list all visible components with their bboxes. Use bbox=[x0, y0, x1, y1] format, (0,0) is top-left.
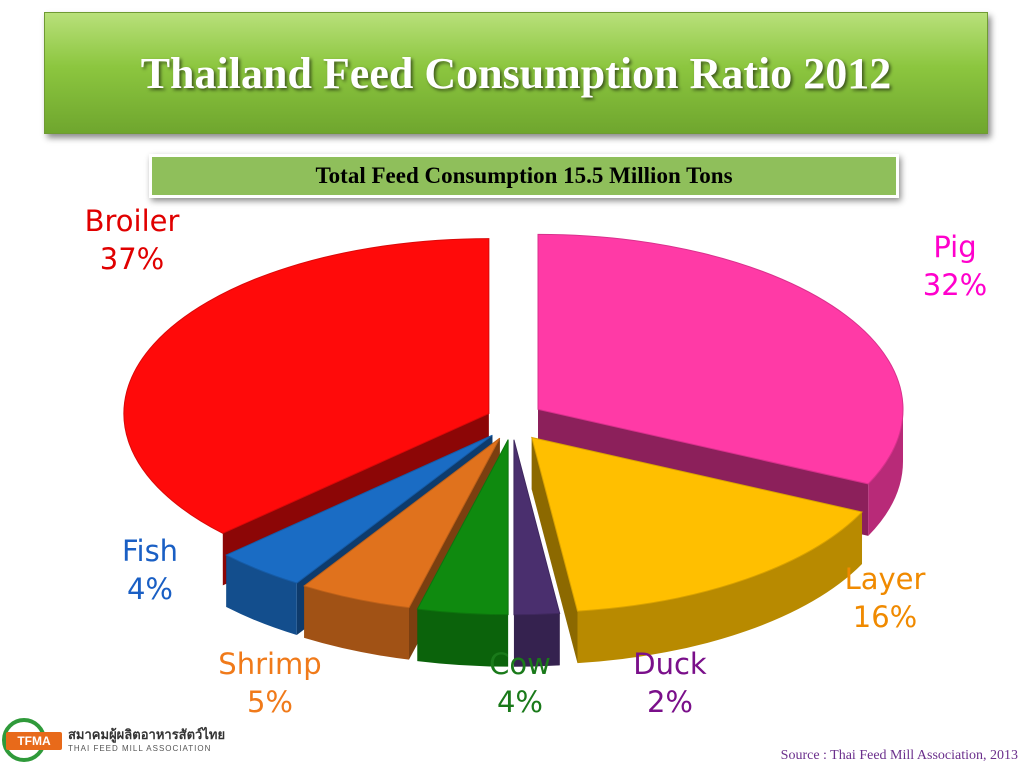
title-banner: Thailand Feed Consumption Ratio 2012 bbox=[44, 12, 988, 134]
slice-pig-top bbox=[537, 233, 904, 485]
label-duck-name: Duck bbox=[633, 647, 707, 681]
label-shrimp-pct: 5% bbox=[246, 685, 293, 719]
label-fish: Fish 4% bbox=[95, 532, 205, 608]
label-cow: Cow 4% bbox=[470, 645, 570, 721]
slice-layer-top bbox=[531, 436, 863, 612]
label-layer: Layer 16% bbox=[825, 560, 945, 636]
tfma-logo: TFMA สมาคมผู้ผลิตอาหารสัตว์ไทย THAI FEED… bbox=[2, 718, 242, 766]
slice-layer bbox=[531, 436, 863, 664]
slice-duck-rim-0 bbox=[513, 613, 560, 667]
subtitle-banner: Total Feed Consumption 15.5 Million Tons bbox=[149, 154, 899, 198]
label-cow-pct: 4% bbox=[496, 685, 543, 719]
label-pig-name: Pig bbox=[933, 230, 977, 264]
slice-broiler-top bbox=[123, 238, 490, 534]
slice-cow-top bbox=[416, 439, 509, 616]
label-duck: Duck 2% bbox=[615, 645, 725, 721]
chart-subtitle: Total Feed Consumption 15.5 Million Tons bbox=[315, 163, 733, 188]
slice-cow-rim-0 bbox=[417, 609, 509, 667]
logo-mark: TFMA bbox=[6, 732, 62, 750]
slice-duck-top bbox=[513, 439, 561, 616]
label-broiler-name: Broiler bbox=[84, 204, 180, 238]
slice-fish-top bbox=[225, 434, 493, 584]
label-broiler: Broiler 37% bbox=[72, 202, 192, 278]
label-duck-pct: 2% bbox=[646, 685, 693, 719]
label-shrimp: Shrimp 5% bbox=[200, 645, 340, 721]
slice-layer-wall-1 bbox=[531, 437, 578, 664]
label-fish-name: Fish bbox=[121, 534, 179, 568]
label-layer-name: Layer bbox=[844, 562, 926, 596]
label-broiler-pct: 37% bbox=[99, 242, 165, 276]
label-shrimp-name: Shrimp bbox=[218, 647, 322, 681]
source-note: Source : Thai Feed Mill Association, 201… bbox=[780, 748, 1018, 763]
slice-pig-rim-0 bbox=[868, 409, 904, 536]
slice-shrimp-top bbox=[303, 437, 501, 609]
label-cow-name: Cow bbox=[489, 647, 551, 681]
label-fish-pct: 4% bbox=[126, 572, 173, 606]
logo-thai-name: สมาคมผู้ผลิตอาหารสัตว์ไทย bbox=[68, 727, 226, 742]
logo-english-name: THAI FEED MILL ASSOCIATION bbox=[68, 744, 212, 753]
slice-duck bbox=[513, 439, 561, 667]
chart-title: Thailand Feed Consumption Ratio 2012 bbox=[140, 48, 892, 98]
slice-cow bbox=[416, 439, 509, 667]
label-pig-pct: 32% bbox=[922, 268, 988, 302]
slice-fish-rim-0 bbox=[226, 555, 297, 636]
label-pig: Pig 32% bbox=[905, 228, 1005, 304]
label-layer-pct: 16% bbox=[852, 600, 918, 634]
